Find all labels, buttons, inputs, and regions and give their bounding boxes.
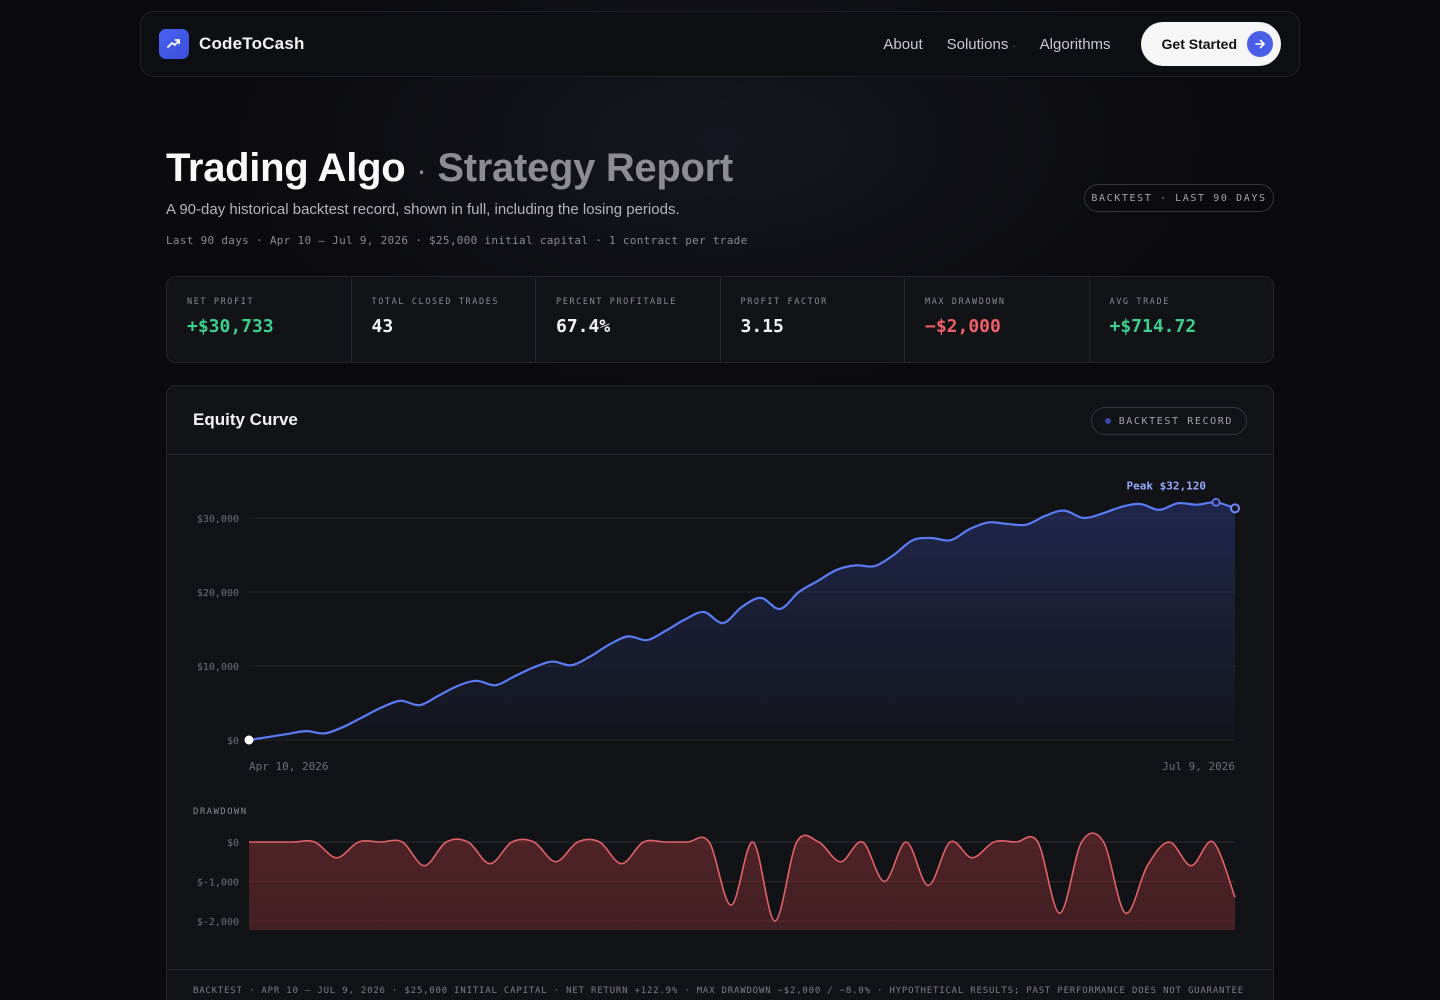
arrow-right-icon	[1247, 31, 1273, 57]
panel-title: Equity Curve	[193, 410, 298, 429]
page-title: Trading Algo · Strategy Report	[166, 146, 733, 191]
stat-value: +$714.72	[1109, 316, 1197, 337]
equity-line	[248, 501, 1236, 742]
drawdown-line	[249, 832, 1236, 922]
stat-value: 67.4%	[556, 316, 611, 337]
drawdown-area	[249, 833, 1235, 930]
stat-label: PERCENT PROFITABLE	[556, 297, 677, 307]
report-meta: Last 90 days · Apr 10 – Jul 9, 2026 · $2…	[166, 234, 748, 247]
equity-area	[249, 502, 1235, 740]
nav-link-algorithms[interactable]: Algorithms	[1039, 35, 1111, 53]
top-navbar: CodeToCash About Solutions · Algorithms G…	[140, 11, 1300, 77]
y-tick-label: $0	[227, 736, 239, 747]
stat-profit-factor: PROFIT FACTOR 3.15	[721, 277, 905, 362]
page-title-muted: Strategy Report	[437, 146, 733, 190]
equity-chart: $0 $10,000 $20,000 $30,000 Peak $32,120 Apr 1…	[197, 479, 1240, 773]
start-point	[244, 735, 254, 745]
stat-label: MAX DRAWDOWN	[925, 297, 1006, 307]
trend-up-icon[interactable]	[159, 29, 189, 59]
y-tick-label: $-2,000	[197, 917, 239, 928]
page-title-main: Trading Algo	[166, 146, 406, 190]
equity-and-drawdown-chart: $0 $10,000 $20,000 $30,000 Peak $32,120 Apr 1…	[193, 479, 1240, 930]
nav-link-solutions[interactable]: Solutions ·	[947, 36, 1016, 53]
chevron-down-icon: ·	[1012, 40, 1016, 52]
status-dot-icon	[1104, 418, 1111, 424]
panel-divider	[167, 969, 1273, 970]
panel-footer-disclaimer: BACKTEST · APR 10 – JUL 9, 2026 · $25,00…	[193, 986, 1244, 996]
stat-label: NET PROFIT	[187, 297, 255, 307]
backtest-record-badge: BACKTEST RECORD	[1090, 407, 1247, 435]
stat-label: PROFIT FACTOR	[740, 297, 828, 307]
stat-value: +$30,733	[187, 316, 274, 337]
y-tick-label: $10,000	[197, 662, 239, 673]
end-point	[1230, 503, 1240, 514]
y-tick-label: $-1,000	[197, 878, 239, 889]
nav-link-solutions-label: Solutions	[946, 35, 1009, 53]
y-tick-label: $30,000	[197, 514, 239, 525]
get-started-button[interactable]: Get Started	[1140, 22, 1281, 66]
stat-net-profit: NET PROFIT +$30,733	[167, 277, 352, 362]
stat-value: −$2,000	[925, 316, 1001, 337]
backtest-record-label: BACKTEST RECORD	[1118, 415, 1233, 427]
stat-value: 43	[371, 316, 394, 337]
stat-label: AVG TRADE	[1109, 297, 1170, 307]
nav-link-about[interactable]: About	[883, 35, 923, 53]
y-tick-label: $0	[227, 838, 239, 849]
peak-label: Peak $32,120	[1127, 479, 1206, 492]
panel-header: Equity Curve BACKTEST RECORD	[167, 386, 1273, 455]
backtest-period-badge: BACKTEST · LAST 90 DAYS	[1084, 184, 1274, 212]
brand-name[interactable]: CodeToCash	[199, 34, 305, 53]
drawdown-chart: DRAWDOWN $0 $-1,000 $-2,000	[193, 807, 1236, 930]
equity-curve-panel: Equity Curve BACKTEST RECORD $0 $10,000 $2…	[166, 385, 1274, 1000]
x-end-label: Jul 9, 2026	[1162, 760, 1235, 773]
peak-point	[1211, 498, 1221, 507]
nav-links: About Solutions · Algorithms Get Started	[883, 22, 1281, 66]
stat-percent-profitable: PERCENT PROFITABLE 67.4%	[536, 277, 721, 362]
drawdown-title: DRAWDOWN	[193, 807, 248, 817]
get-started-label: Get Started	[1161, 36, 1237, 52]
page-title-separator: ·	[416, 152, 427, 188]
stat-total-closed-trades: TOTAL CLOSED TRADES 43	[352, 277, 536, 362]
stats-bar: NET PROFIT +$30,733 TOTAL CLOSED TRADES …	[166, 276, 1274, 363]
page-subtitle: A 90-day historical backtest record, sho…	[166, 201, 680, 218]
stat-value: 3.15	[740, 316, 784, 337]
y-tick-label: $20,000	[197, 588, 239, 599]
stat-max-drawdown: MAX DRAWDOWN −$2,000	[905, 277, 1090, 362]
x-start-label: Apr 10, 2026	[249, 760, 328, 773]
stat-avg-trade: AVG TRADE +$714.72	[1090, 277, 1274, 362]
stat-label: TOTAL CLOSED TRADES	[371, 297, 500, 307]
